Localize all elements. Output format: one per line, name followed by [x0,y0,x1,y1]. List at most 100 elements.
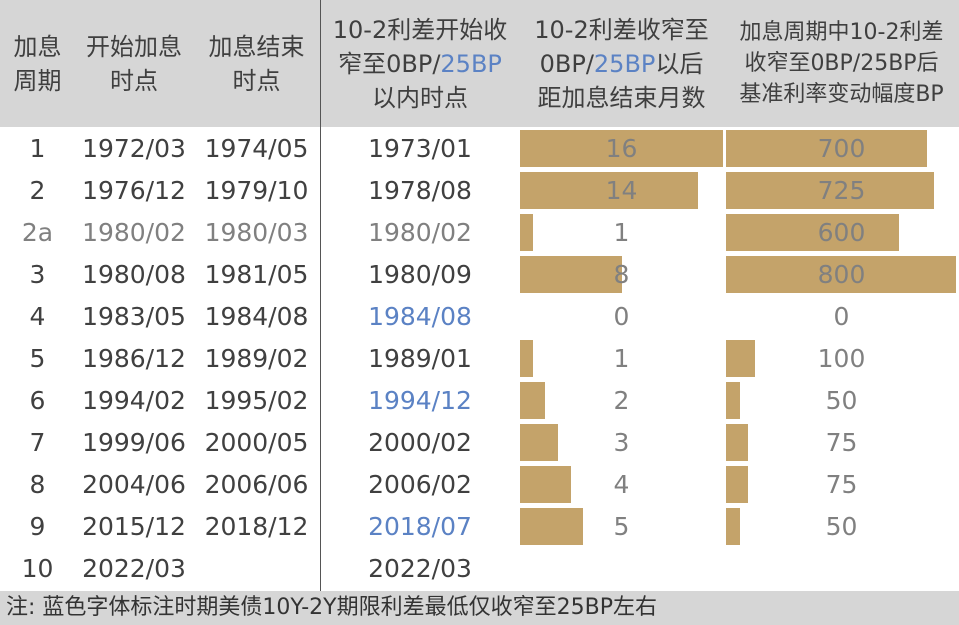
bp-bar [726,256,956,293]
bp-label: 50 [825,385,858,415]
months-label: 5 [613,511,630,541]
end-date-cell: 1981/05 [204,259,309,289]
end-date-cell [193,547,320,589]
months-bar [520,382,546,419]
header-bp-change: 加息周期中10-2利差 收窄至0BP/25BP后 基准利率变动幅度BP [739,20,944,107]
header-start: 开始加息 时点 [86,32,182,95]
months-label: 2 [613,385,630,415]
months-label: 8 [613,259,630,289]
narrow-date-cell: 1980/09 [368,259,472,289]
footnote: 注: 蓝色字体标注时期美债10Y-2Y期限利差最低仅收窄至25BP左右 [0,591,959,625]
start-date-cell: 1972/03 [82,133,186,163]
end-date-cell: 2000/05 [204,427,309,457]
bp-label: 100 [817,343,866,373]
cycle-cell: 6 [29,385,46,415]
narrow-date-cell: 2006/02 [368,469,472,499]
months-bar [520,466,571,503]
bp-bar [726,424,748,461]
months-bar [520,424,559,461]
bp-bar [726,172,935,209]
months-bar [520,340,533,377]
end-date-cell: 1979/10 [204,175,309,205]
table-row: 6 1994/02 1995/02 1994/12 2 50 [0,379,959,421]
bp-label: 725 [817,175,866,205]
column-divider [320,0,321,591]
start-date-cell: 1994/02 [82,385,186,415]
start-date-cell: 1983/05 [82,301,186,331]
narrow-date-cell: 1989/01 [368,343,472,373]
table-row: 4 1983/05 1984/08 1984/08 0 0 [0,295,959,337]
bp-bar [726,382,741,419]
start-date-cell: 1980/08 [82,259,186,289]
bp-label: 0 [833,301,850,331]
table-row: 2a 1980/02 1980/03 1980/02 1 600 [0,211,959,253]
start-date-cell: 1999/06 [82,427,186,457]
months-bar [520,130,723,167]
cycle-cell: 1 [29,133,46,163]
months-label: 3 [613,427,630,457]
table-row: 3 1980/08 1981/05 1980/09 8 800 [0,253,959,295]
bp-label: 50 [825,511,858,541]
narrow-date-cell: 1984/08 [368,301,472,331]
header-narrow-time: 10-2利差开始收 窄至0BP/25BP 以内时点 [332,15,508,112]
narrow-date-cell: 2000/02 [368,427,472,457]
bp-bar [726,214,899,251]
table-row: 7 1999/06 2000/05 2000/02 3 75 [0,421,959,463]
cycle-cell: 7 [29,427,46,457]
bp-bar [726,340,755,377]
bp-label: 75 [825,427,858,457]
months-label [519,547,724,589]
months-label: 0 [613,301,630,331]
start-date-cell: 1980/02 [82,217,186,247]
table-row: 9 2015/12 2018/12 2018/07 5 50 [0,505,959,547]
table-row: 5 1986/12 1989/02 1989/01 1 100 [0,337,959,379]
months-bar [520,256,622,293]
months-bar [520,172,698,209]
start-date-cell: 1986/12 [82,343,186,373]
months-label: 14 [605,175,638,205]
table-row: 10 2022/03 2022/03 [0,547,959,589]
end-date-cell: 1989/02 [204,343,309,373]
table-header: 加息 周期 开始加息 时点 加息结束 时点 10-2利差开始收 窄至0BP/25BP … [0,0,959,127]
bp-bar [726,508,741,545]
narrow-date-cell: 1994/12 [368,385,472,415]
start-date-cell: 2004/06 [82,469,186,499]
end-date-cell: 1980/03 [204,217,309,247]
narrow-date-cell: 1978/08 [368,175,472,205]
cycle-cell: 2a [21,217,54,247]
cycle-cell: 3 [29,259,46,289]
narrow-date-cell: 1973/01 [368,133,472,163]
table-row: 8 2004/06 2006/06 2006/02 4 75 [0,463,959,505]
table-row: 1 1972/03 1974/05 1973/01 16 700 [0,127,959,169]
end-date-cell: 1984/08 [204,301,309,331]
table-row: 2 1976/12 1979/10 1978/08 14 725 [0,169,959,211]
end-date-cell: 2006/06 [204,469,309,499]
header-end: 加息结束 时点 [208,32,305,95]
end-date-cell: 2018/12 [204,511,309,541]
start-date-cell: 1976/12 [82,175,186,205]
bp-label: 75 [825,469,858,499]
months-bar [520,214,533,251]
cycle-cell: 9 [29,511,46,541]
months-label: 16 [605,133,638,163]
cycle-cell: 8 [29,469,46,499]
end-date-cell: 1995/02 [204,385,309,415]
bp-label [724,547,959,589]
narrow-date-cell: 1980/02 [368,217,472,247]
narrow-date-cell: 2022/03 [368,553,472,583]
narrow-date-cell: 2018/07 [368,511,472,541]
bp-bar [726,466,748,503]
months-bar [520,508,584,545]
months-label: 1 [613,343,630,373]
cycle-cell: 10 [21,553,54,583]
cycle-cell: 2 [29,175,46,205]
cycle-cell: 4 [29,301,46,331]
header-cycle: 加息 周期 [13,32,62,95]
start-date-cell: 2022/03 [82,553,186,583]
bp-label: 800 [817,259,866,289]
months-label: 1 [613,217,630,247]
bp-label: 600 [817,217,866,247]
months-label: 4 [613,469,630,499]
cycle-cell: 5 [29,343,46,373]
header-months: 10-2利差收窄至 0BP/25BP以后 距加息结束月数 [534,15,709,112]
